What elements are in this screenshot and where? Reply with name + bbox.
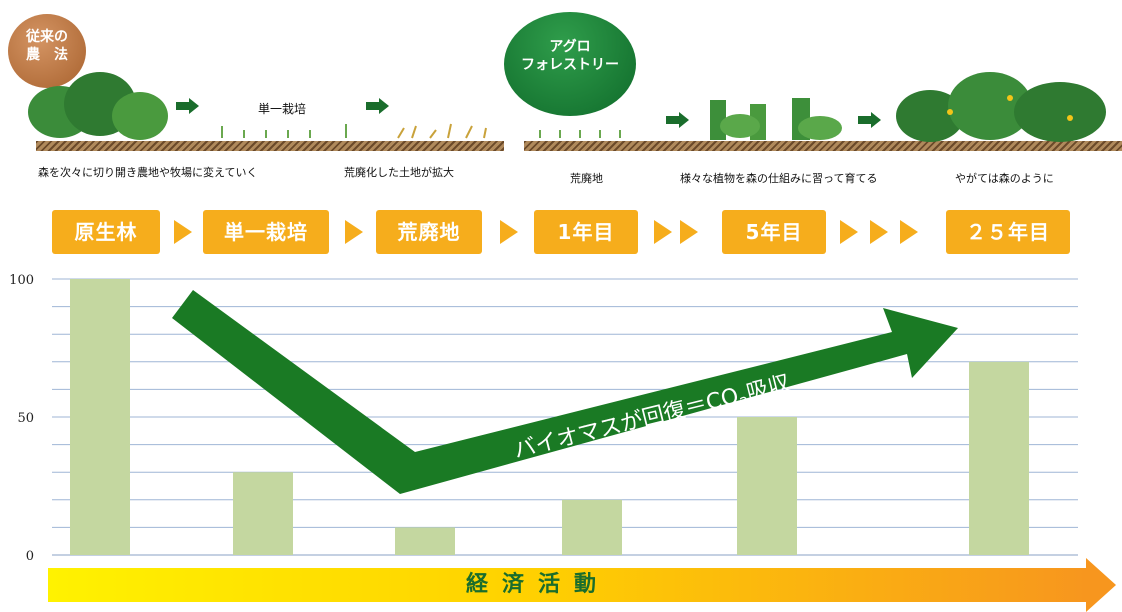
y-axis-ticks: 0 50 100 <box>9 273 34 564</box>
seedling-illustration <box>221 124 621 138</box>
mature-forest-illustration <box>896 72 1106 142</box>
chevron-icon <box>680 220 698 244</box>
chevron-icon <box>500 220 518 244</box>
monoculture-caption: 単一栽培 <box>258 102 307 116</box>
economic-activity-band <box>48 568 1088 602</box>
caption-land-degradation: 荒廃化した土地が拡大 <box>344 166 454 179</box>
caption-wasteland: 荒廃地 <box>570 172 603 185</box>
traditional-farming-badge-text: 従来の 農 法 <box>26 29 68 63</box>
chevron-icon <box>870 220 888 244</box>
chevron-icon <box>345 220 363 244</box>
young-plants-illustration <box>710 98 842 140</box>
bar-3 <box>395 527 455 555</box>
bar-4 <box>562 499 622 555</box>
bar-2 <box>233 472 293 555</box>
stage-label-primary-forest: 原生林 <box>52 210 160 254</box>
bars <box>70 279 1029 555</box>
ground-right <box>524 141 1122 151</box>
caption-various-plants: 様々な植物を森の仕組みに習って育てる <box>680 172 878 185</box>
chevron-icon <box>840 220 858 244</box>
chevron-icon <box>900 220 918 244</box>
stage-label-year-25: ２５年目 <box>946 210 1070 254</box>
stage-label-monoculture: 単一栽培 <box>203 210 329 254</box>
agroforestry-badge: アグロ フォレストリー <box>504 12 636 116</box>
bar-6 <box>969 361 1029 555</box>
y-tick-label: 0 <box>26 549 34 564</box>
caption-clear-forest: 森を次々に切り開き農地や牧場に変えていく <box>38 166 258 179</box>
chevron-icon <box>174 220 192 244</box>
biomass-recovery-arrow <box>172 290 958 494</box>
economic-activity-label: 経済活動 <box>465 572 610 597</box>
chevron-icon <box>654 220 672 244</box>
bar-1 <box>70 279 130 555</box>
stage-label-year-1: 1年目 <box>534 210 638 254</box>
traditional-farming-badge: 従来の 農 法 <box>8 14 86 88</box>
stage-label-wasteland: 荒廃地 <box>376 210 482 254</box>
ground-left <box>36 141 504 151</box>
forest-illustration-left <box>28 72 168 140</box>
economic-activity-arrowhead <box>1086 558 1116 612</box>
caption-like-forest: やがては森のように <box>955 172 1054 185</box>
gridlines <box>52 278 1078 556</box>
dead-grass-illustration <box>397 123 487 139</box>
stage-label-year-5: 5年目 <box>722 210 826 254</box>
agroforestry-badge-text: アグロ フォレストリー <box>521 39 619 73</box>
bar-5 <box>737 417 797 555</box>
y-tick-label: 100 <box>9 273 34 288</box>
y-tick-label: 50 <box>17 411 34 426</box>
